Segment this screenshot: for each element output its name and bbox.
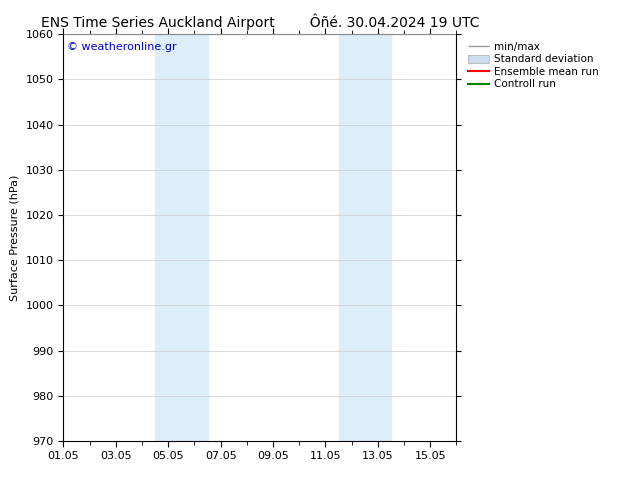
- Bar: [339, 34, 391, 441]
- Y-axis label: Surface Pressure (hPa): Surface Pressure (hPa): [10, 174, 20, 301]
- Bar: [155, 34, 207, 441]
- Text: © weatheronline.gr: © weatheronline.gr: [67, 43, 177, 52]
- Legend: min/max, Standard deviation, Ensemble mean run, Controll run: min/max, Standard deviation, Ensemble me…: [465, 40, 600, 92]
- Title: ENS Time Series Auckland Airport        Ôñé. 30.04.2024 19 UTC: ENS Time Series Auckland Airport Ôñé. 30…: [41, 14, 479, 30]
